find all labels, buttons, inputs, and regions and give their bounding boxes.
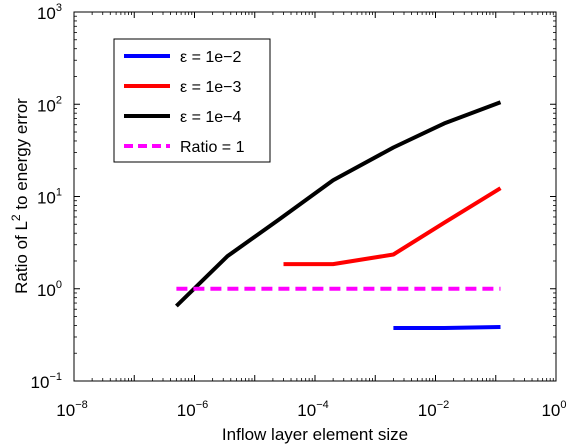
y-tick-label-exponent: 2 [56,94,62,106]
y-axis-label-rest: to energy error [12,98,31,215]
y-tick-label: 102 [37,94,62,115]
x-tick-label-base: 10 [56,401,75,420]
legend-label-3: ε = 1e−4 [180,109,242,126]
x-tick-label-base: 10 [177,401,196,420]
legend-entries: ε = 1e−2 ε = 1e−3 ε = 1e−4 Ratio = 1 [124,49,245,156]
x-tick-label-exponent: −8 [75,399,88,411]
x-tick-label-exponent: −6 [196,399,209,411]
legend-label-4: Ratio = 1 [180,139,245,156]
y-axis-label: Ratio of L2 to energy error [9,98,31,294]
x-axis-label: Inflow layer element size [222,425,408,444]
x-tick-label: 10−4 [297,399,328,420]
y-tick-label: 103 [37,2,62,23]
y-tick-label-base: 10 [31,373,50,392]
legend-label-2: ε = 1e−3 [180,79,242,96]
x-tick-label-exponent: 0 [560,399,566,411]
y-tick-label-exponent: 3 [56,2,62,14]
y-tick-label-base: 10 [37,281,56,300]
x-tick-label: 10−6 [177,399,208,420]
legend-label-1: ε = 1e−2 [180,49,242,66]
x-tick-label-base: 10 [297,401,316,420]
y-axis-label-main: Ratio of L [12,221,31,294]
y-tick-label-exponent: 0 [56,279,62,291]
x-ticks: 10−8 10−6 10−4 10−2 100 [56,12,567,420]
y-tick-label-base: 10 [37,189,56,208]
x-tick-label: 100 [541,399,566,420]
x-tick-label: 10−8 [56,399,87,420]
y-tick-label-base: 10 [37,4,56,23]
x-tick-label-exponent: −2 [437,399,450,411]
y-tick-label: 10−1 [31,371,62,392]
legend: ε = 1e−2 ε = 1e−3 ε = 1e−4 Ratio = 1 [113,38,271,163]
y-tick-label-base: 10 [37,96,56,115]
series-layer [175,100,502,330]
series-line-1 [393,325,501,330]
x-tick-label: 10−2 [418,399,449,420]
y-tick-label-exponent: −1 [49,371,62,383]
x-tick-label-base: 10 [418,401,437,420]
y-axis-label-superscript: 2 [9,214,23,221]
y-tick-label: 100 [37,279,62,300]
x-tick-label-exponent: −4 [316,399,329,411]
y-tick-label: 101 [37,187,62,208]
series-line-2 [283,186,502,267]
x-tick-label-base: 10 [541,401,560,420]
legend-box [113,38,271,163]
y-tick-label-exponent: 1 [56,187,62,199]
series-line-3 [175,100,502,308]
